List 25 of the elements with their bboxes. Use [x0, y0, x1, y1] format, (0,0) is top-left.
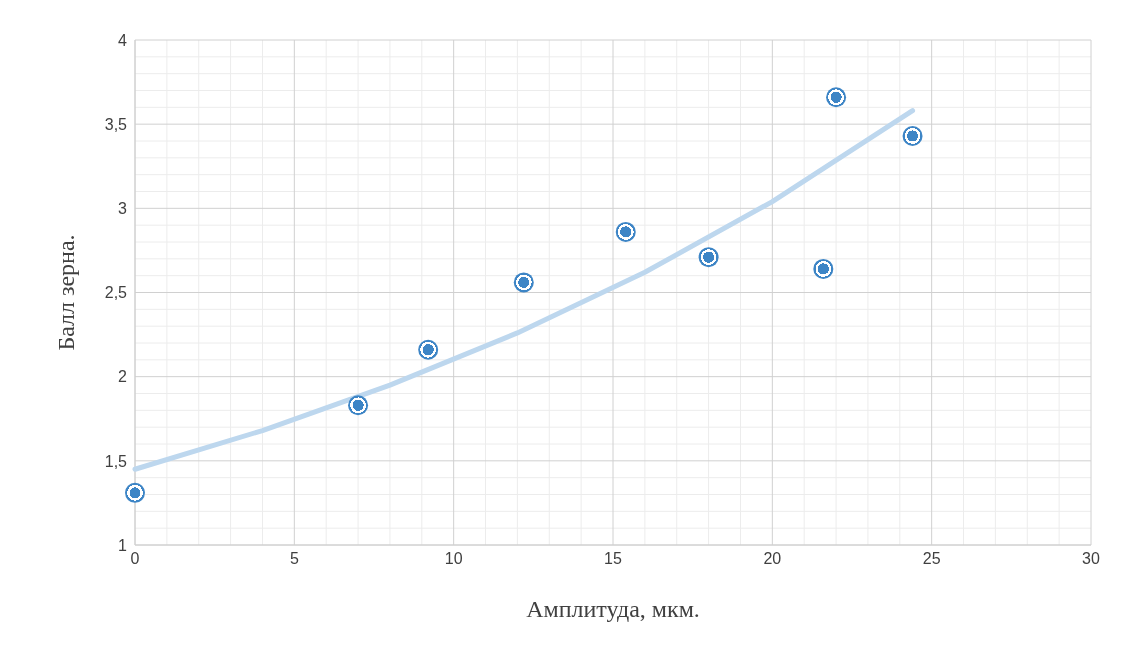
- y-tick-label: 1,5: [104, 452, 128, 470]
- x-tick-label: 30: [1082, 550, 1100, 568]
- point: [902, 125, 923, 146]
- y-tick-label: 3,5: [104, 115, 128, 133]
- y-tick-label: 1: [118, 536, 128, 554]
- x-tick-label: 0: [130, 550, 140, 568]
- y-tick-label: 2: [118, 368, 128, 386]
- point: [125, 482, 145, 503]
- y-tick-label: 2,5: [104, 284, 128, 302]
- point: [813, 258, 834, 279]
- point: [418, 339, 439, 360]
- point: [348, 395, 369, 416]
- x-tick-label: 25: [922, 550, 941, 568]
- y-axis-title: Балл зерна.: [52, 234, 79, 351]
- x-tick-label: 10: [444, 550, 463, 568]
- y-tick-label: 4: [118, 31, 128, 49]
- point: [826, 87, 847, 108]
- point: [513, 272, 534, 293]
- x-tick-label: 20: [763, 550, 782, 568]
- y-tick-label: 3: [118, 200, 128, 218]
- point: [615, 221, 636, 242]
- x-axis-title: Амплитуда, мкм.: [526, 596, 700, 622]
- point: [698, 247, 719, 268]
- x-tick-label: 5: [289, 550, 299, 568]
- x-tick-label: 15: [604, 550, 622, 568]
